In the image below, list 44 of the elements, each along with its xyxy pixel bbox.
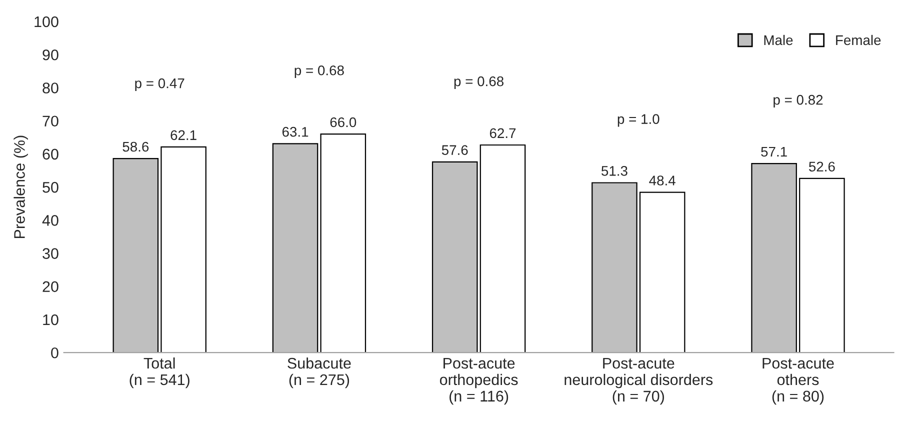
- x-tick-label: Post-acute neurological disorders (n = 70): [564, 358, 713, 405]
- y-tick-label: 100: [34, 16, 58, 28]
- bar: [432, 161, 478, 353]
- data-label: 62.1: [170, 130, 196, 140]
- annotation: p = 0.82: [774, 94, 823, 108]
- legend-label: Male: [764, 34, 793, 46]
- bar: [592, 182, 638, 353]
- data-label: 57.1: [761, 146, 787, 157]
- y-axis-title: Prevalence (%): [14, 136, 28, 238]
- data-label: 57.6: [442, 145, 468, 155]
- data-label: 52.6: [808, 162, 835, 172]
- y-tick-label: 50: [42, 182, 58, 193]
- bar: [639, 192, 686, 353]
- bar: [112, 158, 159, 353]
- bar: [480, 144, 526, 353]
- annotation: p = 0.47: [135, 78, 184, 91]
- bar: [320, 134, 366, 353]
- y-tick-label: 80: [42, 82, 58, 94]
- y-tick-label: 70: [42, 116, 58, 127]
- x-tick-label: Post-acute others (n = 80): [762, 358, 834, 405]
- x-tick-label: Subacute (n = 275): [288, 357, 351, 388]
- y-tick-label: 40: [42, 215, 58, 226]
- data-label: 48.4: [649, 176, 676, 186]
- bar: [799, 178, 845, 353]
- y-tick-label: 20: [42, 281, 58, 292]
- annotation: p = 0.68: [454, 76, 504, 89]
- y-tick-label: 30: [42, 248, 58, 259]
- annotation: p = 1.0: [618, 114, 660, 127]
- data-label: 62.7: [490, 128, 516, 138]
- legend-label: Female: [836, 34, 881, 46]
- annotation: p = 0.68: [294, 65, 344, 78]
- y-tick-label: 10: [43, 314, 58, 326]
- x-tick-label: Total (n = 541): [130, 357, 190, 388]
- bar: [272, 143, 318, 353]
- data-label: 58.6: [122, 142, 149, 152]
- y-tick-label: 0: [51, 347, 58, 358]
- bar: [160, 146, 206, 353]
- data-label: 51.3: [602, 166, 628, 176]
- y-tick-label: 90: [42, 49, 58, 60]
- data-label: 66.0: [330, 117, 356, 128]
- y-tick-label: 60: [42, 148, 58, 160]
- data-label: 63.1: [282, 126, 308, 137]
- bar: [751, 162, 797, 353]
- x-tick-label: Post-acute orthopedics (n = 116): [440, 358, 518, 405]
